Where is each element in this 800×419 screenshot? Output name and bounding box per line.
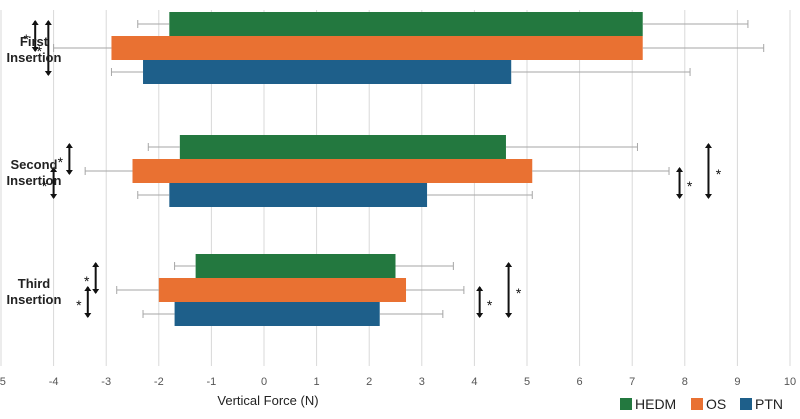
bracket-arrow-up: [92, 262, 100, 267]
bar-hedm: [195, 254, 396, 278]
bracket-arrow-up: [44, 20, 52, 25]
bracket-arrow-up: [31, 20, 39, 25]
significance-star: *: [58, 154, 64, 170]
significance-star: *: [42, 178, 48, 194]
significance-star: *: [716, 166, 722, 182]
bracket-arrow-down: [31, 47, 39, 52]
bracket-arrow-down: [704, 194, 712, 199]
category-label-line2: Insertion: [7, 50, 62, 65]
bar-ptn: [169, 183, 428, 207]
bar-hedm: [169, 12, 643, 36]
legend: HEDM OS PTN: [620, 396, 783, 412]
bar-hedm: [179, 135, 506, 159]
x-tick-label: 6: [577, 376, 583, 388]
x-tick-label: -5: [0, 376, 6, 388]
bracket-arrow-up: [676, 167, 684, 172]
bracket-arrow-down: [676, 194, 684, 199]
bracket-arrow-down: [92, 289, 100, 294]
bracket-arrow-down: [84, 313, 92, 318]
significance-star: *: [487, 297, 493, 313]
x-tick-label: -1: [207, 376, 217, 388]
category-label-line2: Insertion: [7, 173, 62, 188]
bar-ptn: [143, 60, 512, 84]
bracket-arrow-up: [50, 167, 58, 172]
significance-star: *: [687, 178, 693, 194]
x-tick-label: -2: [154, 376, 164, 388]
x-tick-label: 5: [524, 376, 530, 388]
category-label-line1: Third: [18, 276, 51, 291]
legend-swatch-os: [691, 398, 703, 410]
legend-swatch-hedm: [620, 398, 632, 410]
bars-group: [111, 12, 643, 326]
legend-label-ptn: PTN: [755, 396, 783, 412]
x-tick-labels: -5 -4 -3 -2 -1 0 1 2 3 4 5 6 7 8 9 10: [0, 376, 796, 388]
bar-os: [132, 159, 533, 183]
category-label-line1: First: [20, 34, 49, 49]
bar-os: [111, 36, 643, 60]
x-tick-label: 9: [734, 376, 740, 388]
x-tick-label: 0: [261, 376, 267, 388]
x-tick-label: 4: [471, 376, 477, 388]
x-tick-label: 7: [629, 376, 635, 388]
bracket-arrow-down: [44, 71, 52, 76]
bracket-arrow-down: [505, 313, 513, 318]
legend-swatch-ptn: [740, 398, 752, 410]
x-tick-label: -3: [101, 376, 111, 388]
x-axis-title: Vertical Force (N): [217, 393, 318, 408]
category-label-line1: Second: [11, 157, 58, 172]
x-tick-label: 1: [314, 376, 320, 388]
x-tick-label: 10: [784, 376, 796, 388]
significance-annotations: **** **** **: [23, 20, 722, 318]
bracket-arrow-down: [476, 313, 484, 318]
bracket-arrow-up: [65, 143, 73, 148]
x-tick-label: -4: [49, 376, 59, 388]
x-tick-label: 8: [682, 376, 688, 388]
bar-ptn: [174, 302, 380, 326]
significance-star: *: [84, 273, 90, 289]
x-tick-label: 2: [366, 376, 372, 388]
bracket-arrow-up: [505, 262, 513, 267]
significance-star: *: [516, 285, 522, 301]
legend-label-hedm: HEDM: [635, 396, 676, 412]
significance-star: *: [23, 31, 29, 47]
bracket-arrow-down: [50, 194, 58, 199]
bracket-arrow-down: [65, 170, 73, 175]
x-tick-label: 3: [419, 376, 425, 388]
legend-label-os: OS: [706, 396, 726, 412]
category-label-line2: Insertion: [7, 292, 62, 307]
bracket-arrow-up: [476, 286, 484, 291]
significance-star: *: [37, 43, 43, 59]
bracket-arrow-up: [704, 143, 712, 148]
category-labels: FirstInsertionSecondInsertionThirdInsert…: [7, 34, 62, 307]
error-bars-group: [53, 20, 765, 318]
bracket-arrow-up: [84, 286, 92, 291]
significance-star: *: [76, 297, 82, 313]
bar-os: [158, 278, 407, 302]
